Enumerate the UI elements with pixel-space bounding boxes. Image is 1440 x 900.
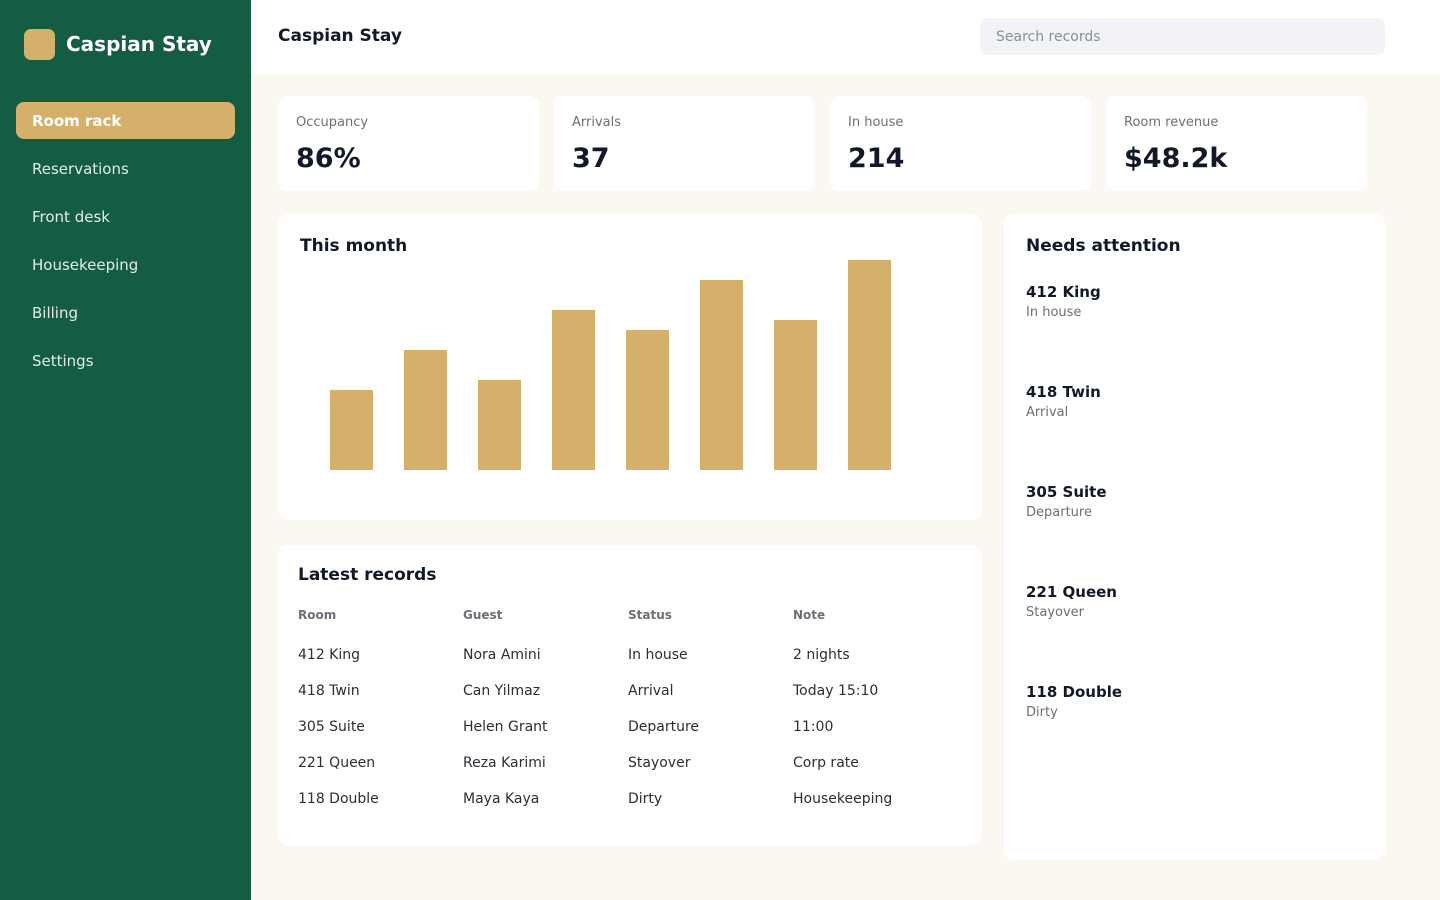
cell-room: 418 Twin: [298, 683, 360, 699]
cell-room: 412 King: [298, 647, 361, 663]
kpi-card-room-revenue: Room revenue $48.2k: [1106, 96, 1367, 191]
list-item[interactable]: 418 Twin Arrival: [1026, 383, 1366, 483]
table-row[interactable]: 305 Suite Helen Grant Departure 11:00: [298, 709, 958, 745]
cell-status: Departure: [628, 719, 700, 735]
chart-bar-3: [478, 380, 521, 470]
list-item[interactable]: 221 Queen Stayover: [1026, 583, 1366, 683]
cell-guest: Reza Karimi: [463, 755, 546, 771]
list-item[interactable]: 305 Suite Departure: [1026, 483, 1366, 583]
cell-note: Today 15:10: [793, 683, 879, 699]
chart-bar-6: [700, 280, 743, 470]
sidebar-item-front-desk[interactable]: Front desk: [32, 207, 110, 226]
cell-guest: Maya Kaya: [463, 791, 540, 807]
cell-note: 2 nights: [793, 647, 850, 663]
sidebar-nav: Room rack Reservations Front desk Housek…: [16, 102, 235, 390]
cell-status: Dirty: [628, 791, 663, 807]
column-header-room[interactable]: Room: [298, 608, 337, 622]
records-title: Latest records: [298, 565, 437, 585]
cell-status: Arrival: [628, 683, 674, 699]
list-item[interactable]: 412 King In house: [1026, 283, 1366, 383]
kpi-label: Arrivals: [572, 115, 622, 130]
brand[interactable]: Caspian Stay: [24, 28, 212, 60]
kpi-label: Occupancy: [296, 115, 369, 130]
sidebar-item-reservations[interactable]: Reservations: [32, 159, 129, 178]
chart-bar-8: [848, 260, 891, 470]
chart-bar-1: [330, 390, 373, 470]
cell-guest: Helen Grant: [463, 719, 548, 735]
attention-room: 412 King: [1026, 283, 1101, 301]
cell-guest: Nora Amini: [463, 647, 541, 663]
brand-logo-icon: [24, 28, 55, 60]
sidebar-item-room-rack[interactable]: Room rack: [16, 102, 235, 139]
attention-status: Dirty: [1026, 705, 1058, 720]
kpi-value: $48.2k: [1124, 143, 1228, 174]
needs-attention-card: Needs attention 412 King In house 418 Tw…: [1004, 214, 1385, 860]
sidebar-item-housekeeping[interactable]: Housekeeping: [32, 255, 139, 274]
latest-records-card: Latest records Room Guest Status Note 41…: [278, 545, 981, 845]
attention-room: 221 Queen: [1026, 583, 1117, 601]
top-bar: Caspian Stay: [251, 0, 1440, 74]
cell-room: 221 Queen: [298, 755, 376, 771]
cell-note: 11:00: [793, 719, 834, 735]
kpi-label: Room revenue: [1124, 115, 1219, 130]
column-header-guest[interactable]: Guest: [463, 608, 503, 622]
kpi-value: 86%: [296, 143, 361, 174]
attention-room: 305 Suite: [1026, 483, 1107, 501]
brand-name: Caspian Stay: [66, 32, 212, 56]
table-header-row: Room Guest Status Note: [298, 603, 958, 627]
page-title: Caspian Stay: [278, 26, 402, 46]
search-input[interactable]: [980, 18, 1385, 55]
chart-bar-2: [404, 350, 447, 470]
chart-bar-5: [626, 330, 669, 470]
cell-status: Stayover: [628, 755, 691, 771]
sidebar-item-billing[interactable]: Billing: [32, 303, 78, 322]
attention-status: In house: [1026, 305, 1082, 320]
cell-note: Housekeeping: [793, 791, 893, 807]
cell-room: 118 Double: [298, 791, 379, 807]
column-header-note[interactable]: Note: [793, 608, 826, 622]
sidebar-item-settings[interactable]: Settings: [32, 351, 94, 370]
chart-bar-4: [552, 310, 595, 470]
records-table: Room Guest Status Note 412 King Nora Ami…: [298, 603, 958, 817]
attention-status: Departure: [1026, 505, 1092, 520]
sidebar: Caspian Stay Room rack Reservations Fron…: [0, 0, 251, 900]
kpi-card-occupancy: Occupancy 86%: [278, 96, 539, 191]
table-row[interactable]: 118 Double Maya Kaya Dirty Housekeeping: [298, 781, 958, 817]
kpi-card-in-house: In house 214: [830, 96, 1091, 191]
kpi-value: 214: [848, 143, 905, 174]
list-item[interactable]: 118 Double Dirty: [1026, 683, 1366, 783]
chart-card: This month: [278, 214, 981, 520]
attention-room: 118 Double: [1026, 683, 1123, 701]
chart-title: This month: [300, 236, 408, 256]
chart-bar-7: [774, 320, 817, 470]
kpi-value: 37: [572, 143, 610, 174]
table-row[interactable]: 412 King Nora Amini In house 2 nights: [298, 637, 958, 673]
bar-chart: [330, 260, 891, 470]
table-row[interactable]: 221 Queen Reza Karimi Stayover Corp rate: [298, 745, 958, 781]
cell-room: 305 Suite: [298, 719, 365, 735]
table-row[interactable]: 418 Twin Can Yilmaz Arrival Today 15:10: [298, 673, 958, 709]
cell-note: Corp rate: [793, 755, 859, 771]
attention-title: Needs attention: [1026, 236, 1181, 256]
kpi-label: In house: [848, 115, 904, 130]
attention-status: Stayover: [1026, 605, 1084, 620]
attention-list: 412 King In house 418 Twin Arrival 305 S…: [1026, 283, 1366, 783]
attention-status: Arrival: [1026, 405, 1069, 420]
attention-room: 418 Twin: [1026, 383, 1101, 401]
column-header-status[interactable]: Status: [628, 608, 672, 622]
cell-status: In house: [628, 647, 688, 663]
kpi-card-arrivals: Arrivals 37: [554, 96, 815, 191]
cell-guest: Can Yilmaz: [463, 683, 541, 699]
